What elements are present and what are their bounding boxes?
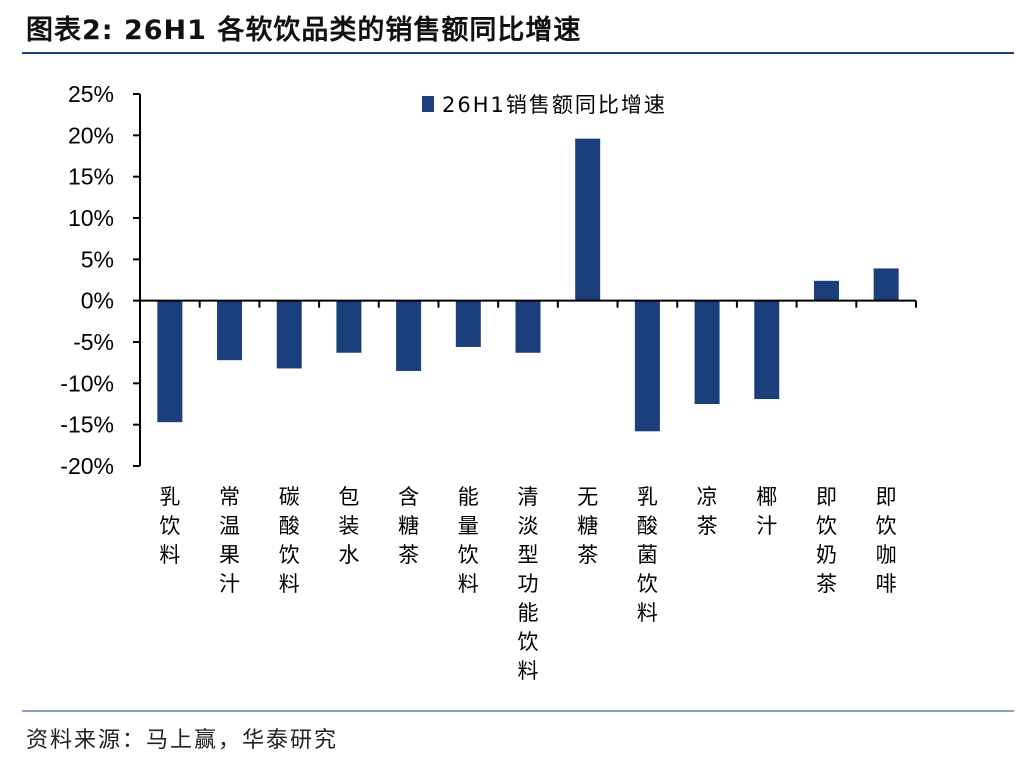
bar <box>515 300 541 353</box>
bar <box>634 300 660 432</box>
bar <box>336 300 362 353</box>
y-tick-label: -20% <box>60 453 114 479</box>
x-category-label: 常温果汁 <box>219 485 240 596</box>
x-category-label: 即饮咖啡 <box>876 485 897 596</box>
bar <box>217 300 243 361</box>
x-category-label: 清淡型功能饮料 <box>518 485 539 683</box>
legend-label: 26H1销售额同比增速 <box>442 93 667 117</box>
x-category-label: 包装水 <box>338 485 359 567</box>
y-tick-label: 5% <box>81 246 114 272</box>
x-category-label: 乳饮料 <box>159 485 180 567</box>
bar <box>157 300 183 423</box>
bar <box>455 300 481 347</box>
source-note: 资料来源：马上赢，华泰研究 <box>26 728 339 753</box>
x-category-label: 含糖茶 <box>398 485 419 567</box>
y-tick-label: 20% <box>68 122 114 148</box>
x-category-label: 碳酸饮料 <box>279 485 300 596</box>
bar <box>575 138 601 301</box>
x-category-label: 凉茶 <box>697 485 718 538</box>
top-rule <box>22 52 1014 54</box>
x-category-label: 即饮奶茶 <box>816 485 837 596</box>
bar <box>396 300 422 371</box>
bar <box>873 268 899 301</box>
chart-title: 图表2: 26H1 各软饮品类的销售额同比增速 <box>26 15 582 46</box>
bar <box>754 300 780 400</box>
x-category-label: 椰汁 <box>756 485 777 538</box>
x-category-label: 乳酸菌饮料 <box>637 485 658 625</box>
bar <box>813 280 839 301</box>
x-category-label: 无糖茶 <box>577 485 598 567</box>
bar <box>276 300 302 369</box>
bottom-rule <box>22 710 1014 712</box>
legend-swatch <box>422 96 434 112</box>
y-tick-label: 10% <box>68 205 114 231</box>
bar <box>694 300 720 404</box>
y-tick-label: -10% <box>60 370 114 396</box>
y-tick-label: 15% <box>68 164 114 190</box>
y-tick-label: 25% <box>68 81 114 107</box>
x-category-label: 能量饮料 <box>458 485 479 596</box>
y-tick-label: -15% <box>60 412 114 438</box>
y-tick-label: -5% <box>73 329 114 355</box>
y-tick-label: 0% <box>81 288 114 314</box>
